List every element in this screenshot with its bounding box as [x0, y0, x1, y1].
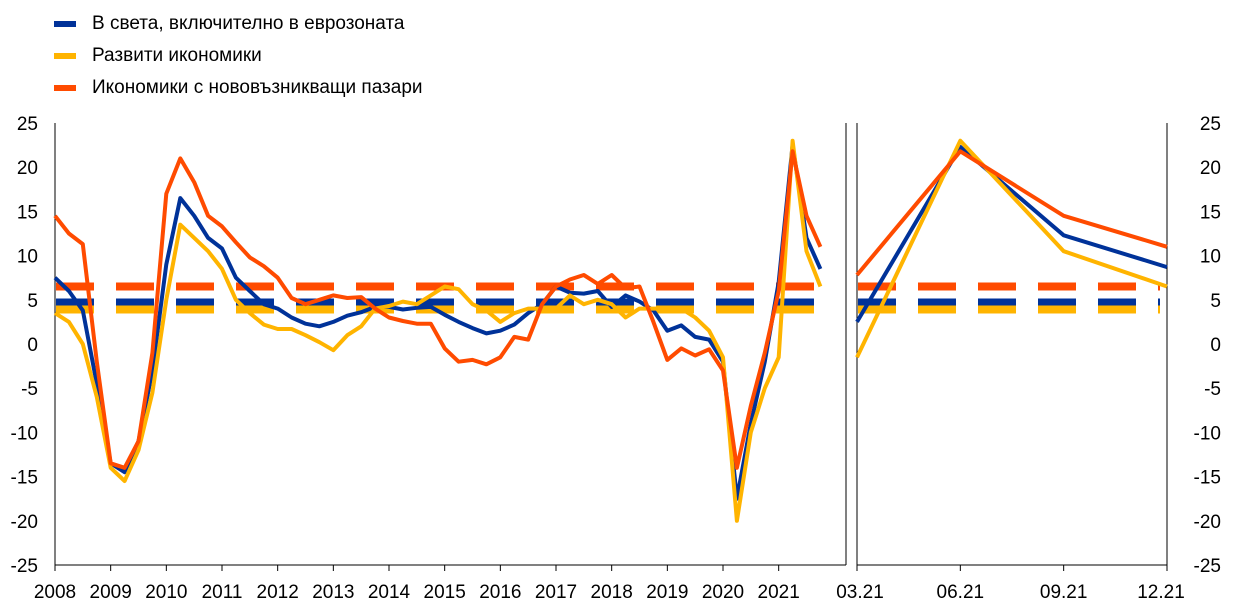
- right-x-tick-label: 03.21: [836, 582, 884, 603]
- left-x-tick-label: 2012: [257, 582, 299, 603]
- right-y-tick-label: 0: [1210, 335, 1221, 356]
- left-y-tick-label: 25: [17, 114, 38, 135]
- right-x-tick-label: 09.21: [1040, 582, 1088, 603]
- left-y-tick-label: 0: [27, 335, 38, 356]
- legend-label-advanced: Развити икономики: [92, 45, 262, 66]
- left-x-tick-label: 2015: [424, 582, 466, 603]
- right-series-line-0: [855, 144, 1168, 323]
- legend: В света, включително в еврозоната Развит…: [54, 8, 423, 104]
- right-y-tick-label: 20: [1200, 158, 1221, 179]
- right-series-line-2: [855, 149, 1168, 277]
- right-y-tick-label: 25: [1200, 114, 1221, 135]
- left-y-tick-label: -5: [21, 379, 38, 400]
- left-series-line-1: [53, 138, 823, 523]
- left-x-tick-label: 2010: [145, 582, 187, 603]
- left-x-tick-label: 2009: [90, 582, 132, 603]
- right-y-tick-label: 15: [1200, 202, 1221, 223]
- right-y-tick-label: -20: [1194, 512, 1221, 533]
- left-y-tick-label: 15: [17, 202, 38, 223]
- left-y-tick-label: -20: [11, 512, 38, 533]
- left-y-tick-label: 20: [17, 158, 38, 179]
- left-y-tick-label: -10: [11, 423, 38, 444]
- right-x-tick-label: 06.21: [937, 582, 985, 603]
- legend-item-advanced: Развити икономики: [54, 40, 423, 72]
- right-series-line-1: [855, 138, 1168, 359]
- left-x-tick-label: 2011: [202, 582, 243, 603]
- left-y-tick-label: 10: [17, 247, 38, 268]
- right-y-tick-label: -15: [1194, 468, 1221, 489]
- left-x-tick-label: 2019: [646, 582, 688, 603]
- legend-item-world: В света, включително в еврозоната: [54, 8, 423, 40]
- left-x-tick-label: 2008: [34, 582, 76, 603]
- left-x-tick-label: 2018: [591, 582, 633, 603]
- left-series-line-2: [53, 149, 823, 470]
- legend-item-emerging: Икономики с нововъзникващи пазари: [54, 72, 423, 104]
- legend-label-emerging: Икономики с нововъзникващи пазари: [92, 77, 423, 98]
- right-y-tick-label: -25: [1194, 556, 1221, 577]
- legend-swatch-emerging: [54, 85, 76, 91]
- left-x-tick-label: 2014: [368, 582, 411, 603]
- left-x-tick-label: 2016: [479, 582, 521, 603]
- right-y-tick-label: -5: [1204, 379, 1221, 400]
- left-y-tick-label: -15: [11, 468, 38, 489]
- right-y-tick-label: -10: [1194, 423, 1221, 444]
- legend-label-world: В света, включително в еврозоната: [92, 13, 405, 34]
- legend-swatch-world: [54, 21, 76, 27]
- left-y-tick-label: 5: [27, 291, 38, 312]
- legend-swatch-advanced: [54, 53, 76, 59]
- left-x-tick-label: 2021: [758, 582, 800, 603]
- left-series-line-0: [53, 143, 823, 501]
- left-x-tick-label: 2013: [312, 582, 354, 603]
- right-x-tick-label: 12.21: [1137, 582, 1185, 603]
- left-x-tick-label: 2020: [702, 582, 744, 603]
- left-x-tick-label: 2017: [535, 582, 577, 603]
- right-y-tick-label: 10: [1200, 247, 1221, 268]
- right-y-tick-label: 5: [1210, 291, 1221, 312]
- left-y-tick-label: -25: [11, 556, 38, 577]
